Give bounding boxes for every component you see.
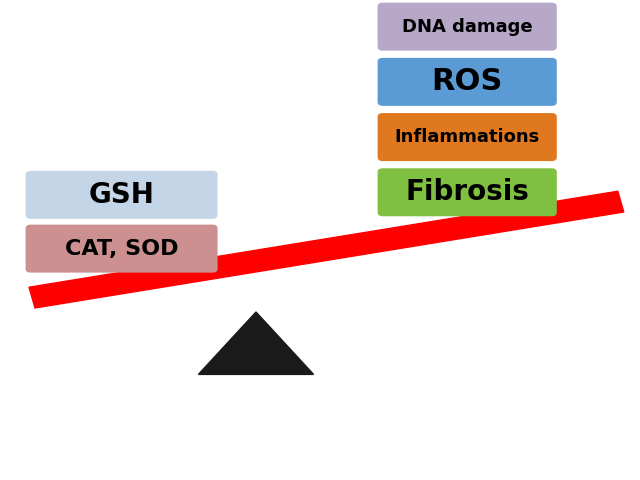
FancyBboxPatch shape bbox=[26, 225, 218, 273]
FancyBboxPatch shape bbox=[378, 113, 557, 161]
Text: CAT, SOD: CAT, SOD bbox=[65, 239, 179, 259]
FancyBboxPatch shape bbox=[26, 171, 218, 219]
FancyBboxPatch shape bbox=[378, 168, 557, 216]
Text: GSH: GSH bbox=[89, 181, 154, 209]
FancyBboxPatch shape bbox=[378, 3, 557, 51]
Text: Fibrosis: Fibrosis bbox=[405, 178, 529, 206]
Text: DNA damage: DNA damage bbox=[402, 18, 532, 36]
FancyBboxPatch shape bbox=[378, 58, 557, 106]
Polygon shape bbox=[198, 312, 314, 374]
Polygon shape bbox=[29, 191, 624, 308]
Text: Inflammations: Inflammations bbox=[395, 128, 540, 146]
Text: ROS: ROS bbox=[431, 67, 503, 96]
